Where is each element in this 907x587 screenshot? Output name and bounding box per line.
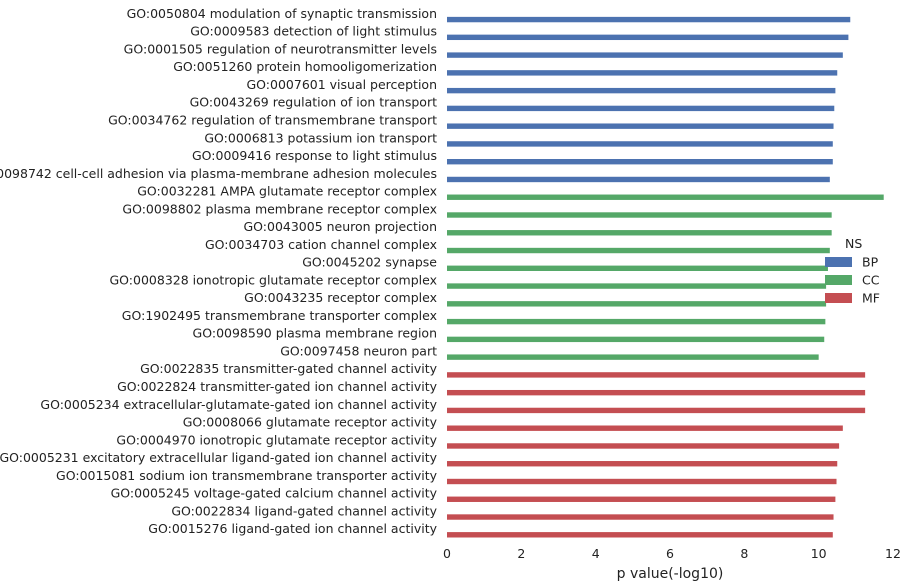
legend-entry-label: CC [862, 273, 880, 288]
bar [447, 389, 866, 396]
legend-entry-label: BP [862, 255, 879, 270]
bar [447, 230, 832, 236]
legend-swatch [825, 275, 852, 285]
y-tick-label: GO:0004970 ionotropic glutamate receptor… [116, 432, 437, 447]
bar [447, 407, 866, 414]
bar [447, 265, 828, 271]
bars-layer [447, 16, 884, 538]
legend-entry-label: MF [862, 291, 880, 306]
x-tick-label: 4 [592, 546, 600, 561]
y-tick-label: GO:0005231 excitatory extracellular liga… [0, 450, 438, 465]
bar [447, 70, 838, 76]
x-tick-label: 8 [740, 546, 748, 561]
legend-title: NS [845, 236, 862, 251]
y-tick-label: GO:0097458 neuron part [280, 343, 437, 358]
y-tick-label: GO:0022835 transmitter-gated channel act… [140, 361, 437, 376]
bar [447, 461, 838, 467]
y-tick-label: GO:0015276 ligand-gated ion channel acti… [148, 521, 437, 536]
bar [447, 372, 866, 378]
x-tick-label: 6 [666, 546, 674, 561]
y-tick-label: GO:0045202 synapse [302, 255, 437, 270]
y-tick-label: GO:0098590 plasma membrane region [193, 326, 437, 341]
y-tick-labels: GO:0050804 modulation of synaptic transm… [0, 6, 438, 536]
legend-entries: BP CC MF [825, 255, 880, 306]
bar [447, 336, 825, 343]
bar [447, 141, 833, 147]
y-tick-label: GO:0098802 plasma membrane receptor comp… [122, 201, 437, 216]
bar [447, 443, 840, 449]
y-tick-label: GO:0043235 receptor complex [244, 290, 437, 305]
bar [447, 194, 884, 200]
x-tick-label: 10 [811, 546, 827, 561]
y-tick-label: GO:0015081 sodium ion transmembrane tran… [56, 468, 438, 483]
y-tick-label: GO:0043269 regulation of ion transport [190, 95, 438, 110]
x-tick-label: 0 [443, 546, 451, 561]
y-tick-label: GO:0006813 potassium ion transport [204, 130, 437, 145]
bar [447, 532, 833, 538]
x-tick-label: 12 [885, 546, 901, 561]
bar [447, 87, 836, 94]
x-tick-labels: 0 2 4 6 8 10 12 [443, 546, 901, 561]
y-tick-label: GO:0032281 AMPA glutamate receptor compl… [137, 184, 437, 199]
bar [447, 514, 834, 520]
y-tick-label: GO:0022834 ligand-gated channel activity [171, 503, 437, 518]
bar [447, 159, 833, 165]
y-tick-label: GO:0034762 regulation of transmembrane t… [108, 112, 437, 127]
bar [447, 176, 830, 183]
y-tick-label: GO:0051260 protein homooligomerization [173, 59, 437, 74]
y-tick-label: GO:0008066 glutamate receptor activity [183, 415, 438, 430]
y-tick-label: GO:0022824 transmitter-gated ion channel… [117, 379, 438, 394]
legend-swatch [825, 257, 852, 267]
bar [447, 34, 849, 41]
y-tick-label: GO:0007601 visual perception [246, 77, 437, 92]
bar [447, 496, 836, 502]
bar [447, 247, 830, 254]
bar [447, 478, 837, 485]
y-tick-label: GO:1902495 transmembrane transporter com… [122, 308, 437, 323]
legend: NS BP CC MF [825, 236, 880, 306]
y-tick-label: GO:0098742 cell-cell adhesion via plasma… [0, 166, 437, 181]
bar [447, 425, 843, 431]
y-tick-label: GO:0009416 response to light stimulus [192, 148, 437, 163]
x-tick-label: 2 [517, 546, 525, 561]
bar [447, 16, 851, 23]
x-axis-label: p value(-log10) [617, 566, 724, 582]
y-tick-label: GO:0034703 cation channel complex [205, 237, 437, 252]
y-tick-label: GO:0005234 extracellular-glutamate-gated… [40, 397, 437, 412]
bar [447, 354, 819, 360]
y-tick-label: GO:0008328 ionotropic glutamate receptor… [110, 272, 438, 287]
y-tick-label: GO:0050804 modulation of synaptic transm… [127, 6, 437, 21]
y-tick-label: GO:0009583 detection of light stimulus [190, 24, 437, 39]
y-tick-label: GO:0001505 regulation of neurotransmitte… [124, 41, 437, 56]
bar [447, 123, 834, 129]
y-tick-label: GO:0043005 neuron projection [243, 219, 437, 234]
bar [447, 105, 835, 112]
y-tick-label: GO:0005245 voltage-gated calcium channel… [111, 486, 438, 501]
bar [447, 52, 843, 58]
legend-swatch [825, 293, 852, 303]
bar [447, 212, 832, 218]
bar [447, 283, 827, 289]
bar [447, 318, 826, 325]
bar [447, 301, 827, 307]
